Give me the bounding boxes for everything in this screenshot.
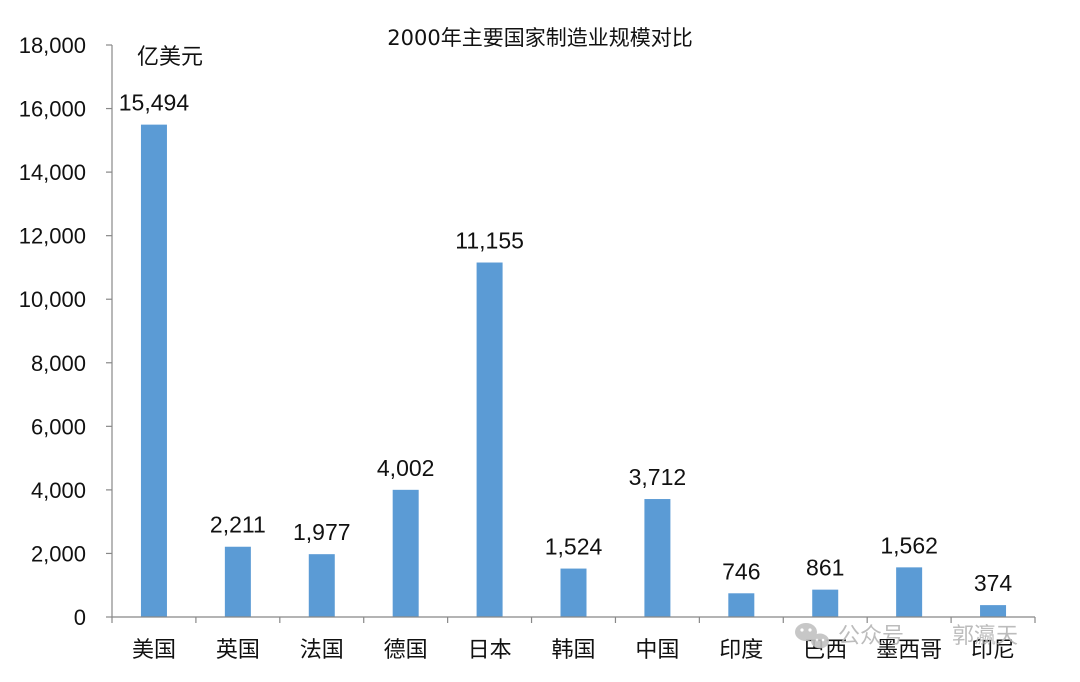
- x-axis: 美国 英国 法国 德国 日本 韩国 中国 印度 巴西 墨西哥 印尼: [111, 616, 1036, 663]
- watermark: 公众号 郭瀛天: [795, 623, 1018, 649]
- x-category-label: 德国: [384, 638, 428, 663]
- unit-label: 亿美元: [137, 45, 203, 70]
- y-tick-label: 14,000: [19, 160, 86, 185]
- y-tick-label: 16,000: [19, 97, 86, 122]
- bar: [140, 124, 167, 618]
- chart-title: 2000年主要国家制造业规模对比: [387, 26, 692, 50]
- bars-group: [140, 124, 1007, 618]
- x-category-label: 美国: [132, 638, 176, 663]
- y-tick-label: 8,000: [31, 351, 86, 376]
- data-label: 2,211: [210, 512, 266, 538]
- data-label: 11,155: [455, 228, 524, 254]
- watermark-account-label: 公众号: [838, 624, 904, 649]
- bar: [896, 567, 923, 617]
- y-tick-label: 6,000: [31, 414, 86, 439]
- x-category-label: 中国: [635, 638, 679, 663]
- x-category-label: 韩国: [551, 638, 595, 663]
- data-label: 374: [974, 570, 1013, 596]
- y-tick-label: 4,000: [31, 478, 86, 503]
- bar: [812, 589, 839, 617]
- watermark-author: 郭瀛天: [952, 624, 1018, 649]
- y-tick-label: 0: [74, 605, 86, 630]
- data-label: 1,977: [293, 519, 351, 545]
- bar: [308, 554, 335, 617]
- x-category-label: 印度: [719, 638, 763, 663]
- bar: [728, 593, 755, 617]
- bar: [980, 605, 1007, 617]
- x-category-label: 印尼: [971, 638, 1015, 663]
- y-tick-label: 2,000: [31, 541, 86, 566]
- data-label: 861: [806, 555, 844, 581]
- x-category-label: 法国: [300, 638, 344, 663]
- data-label: 1,524: [545, 534, 603, 560]
- bar: [476, 262, 503, 617]
- x-category-label: 英国: [216, 638, 260, 663]
- bar: [392, 489, 419, 617]
- bar: [224, 546, 251, 617]
- x-category-label: 墨西哥: [876, 638, 942, 663]
- wechat-icon: [795, 623, 829, 649]
- data-label: 4,002: [377, 455, 435, 481]
- bar: [644, 499, 671, 617]
- data-labels-group: 15,494 2,211 1,977 4,002 11,155 1,524 3,712 746…: [119, 90, 1013, 596]
- y-tick-label: 18,000: [19, 33, 86, 58]
- data-label: 1,562: [880, 532, 938, 558]
- bar: [560, 568, 587, 617]
- data-label: 15,494: [119, 90, 190, 116]
- data-label: 3,712: [629, 464, 687, 490]
- y-axis: 0 2,000 4,000 6,000 8,000 10,000 12,000 14,000 1…: [19, 33, 113, 630]
- y-tick-label: 12,000: [19, 224, 86, 249]
- data-label: 746: [722, 558, 760, 584]
- y-tick-label: 10,000: [19, 287, 86, 312]
- x-category-label: 日本: [468, 638, 512, 663]
